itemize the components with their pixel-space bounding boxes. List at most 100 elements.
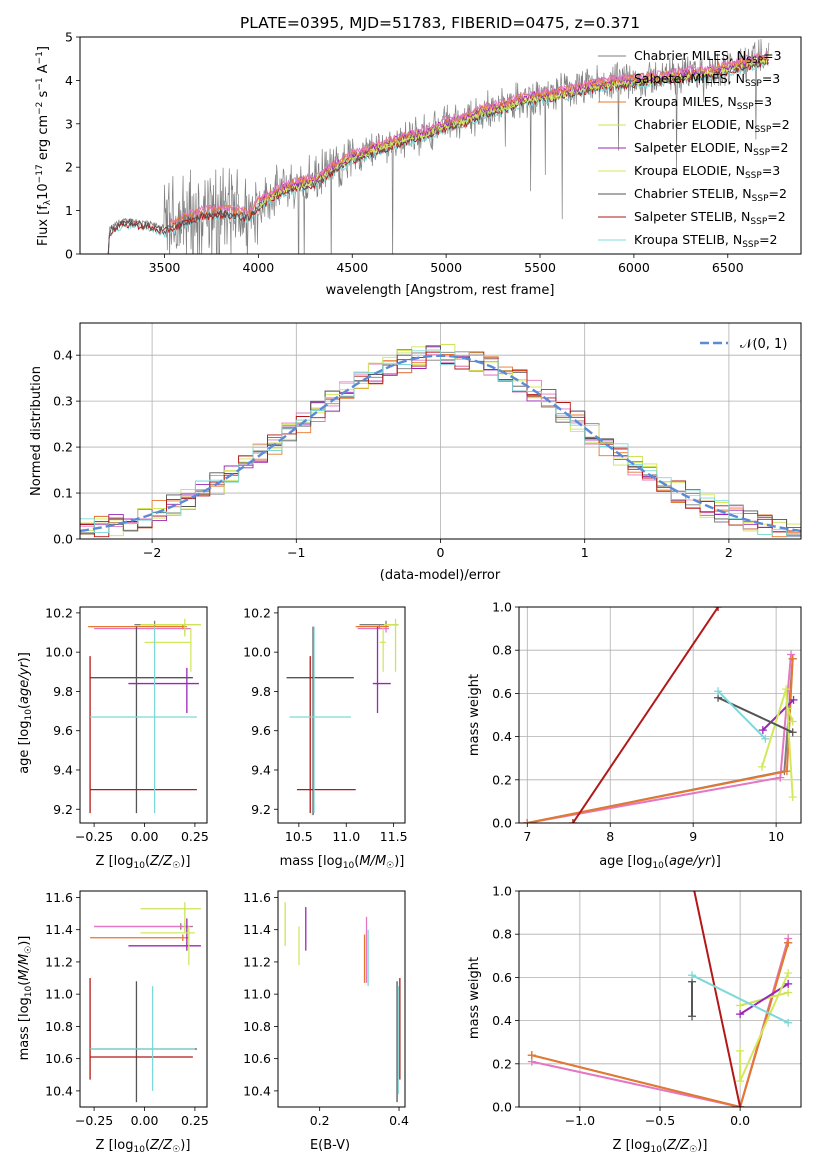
mass-vs-metallicity-panel: −0.25 0.00 0.25 10.4 10.6 10.8 11.0 11.2 11.4 11.… bbox=[45, 890, 209, 1128]
legend-count: =2 bbox=[771, 117, 789, 132]
wage-xlabel: age [log10(age/yr)] bbox=[599, 854, 721, 871]
gaussian-curve bbox=[79, 354, 802, 533]
weight-line bbox=[693, 891, 742, 1107]
mz-xlabel: Z [log10(Z/Z☉)] bbox=[96, 1138, 191, 1155]
spectrum-panel: 3500 4000 4500 5000 5500 6000 6500 0 1 2 3 4 5 Chabr… bbox=[35, 30, 802, 298]
y-tick-label: 0.8 bbox=[492, 643, 512, 658]
spectrum-lines bbox=[107, 38, 770, 254]
y-tick-label: 10.6 bbox=[45, 1051, 73, 1066]
x-tick-label: 4500 bbox=[336, 260, 368, 275]
mass-vs-ebv-panel: 0.2 0.4 10.4 10.6 10.8 11.0 11.2 11.4 11.6 bbox=[243, 890, 409, 1128]
legend-label-text: Chabrier MILES, N bbox=[634, 48, 746, 63]
legend-count: =2 bbox=[770, 140, 788, 155]
age-vs-mass-panel: 10.5 11.0 11.5 9.2 9.4 9.6 9.8 10.0 10.2 bbox=[243, 605, 407, 844]
weight-vs-age-panel: 7 8 9 10 0.0 0.2 0.4 0.6 0.8 1.0 bbox=[492, 600, 802, 844]
legend-label-text: Salpeter MILES, N bbox=[634, 71, 745, 86]
y-tick-label: 0 bbox=[65, 247, 73, 262]
y-tick-label: 9.6 bbox=[251, 723, 271, 738]
mz-ylabel: mass [log10(M/M☉)] bbox=[17, 936, 34, 1061]
legend-label: Salpeter ELODIE, NSSP=2 bbox=[634, 140, 788, 158]
x-tick-label: 0.00 bbox=[131, 1113, 159, 1128]
x-tick-label: −0.25 bbox=[75, 829, 113, 844]
y-tick-label: 11.6 bbox=[45, 890, 73, 905]
legend-count: =3 bbox=[754, 94, 772, 109]
x-tick-label: 5500 bbox=[524, 260, 556, 275]
legend-subscript: SSP bbox=[745, 171, 762, 181]
legend-label: 𝒩(0, 1) bbox=[740, 337, 787, 352]
axes-frame bbox=[79, 890, 208, 1108]
legend-label-text: Kroupa MILES, N bbox=[634, 94, 737, 109]
y-tick-label: 0.2 bbox=[492, 1056, 512, 1071]
x-tick-label: 8 bbox=[606, 829, 614, 844]
legend-label-text: Salpeter STELIB, N bbox=[634, 209, 750, 224]
y-tick-label: 1.0 bbox=[492, 600, 512, 615]
agez-xlabel: Z [log10(Z/Z☉)] bbox=[96, 854, 191, 871]
y-tick-label: 11.4 bbox=[243, 922, 271, 937]
legend-count: =2 bbox=[769, 186, 787, 201]
legend-label-text: Kroupa ELODIE, N bbox=[634, 163, 745, 178]
residual-panel: −2 −1 0 1 2 0.0 0.1 0.2 0.3 0.4 𝒩(0, 1) (data-mod… bbox=[29, 322, 802, 583]
legend-count: =3 bbox=[762, 71, 780, 86]
x-tick-label: −2 bbox=[143, 545, 161, 560]
x-tick-label: 0.25 bbox=[181, 829, 209, 844]
y-tick-label: 10.0 bbox=[243, 645, 271, 660]
legend-label: Chabrier MILES, NSSP=3 bbox=[634, 48, 782, 66]
y-tick-label: 11.0 bbox=[45, 987, 73, 1002]
y-tick-label: 2 bbox=[65, 160, 73, 175]
legend-count: =2 bbox=[767, 209, 785, 224]
axes-frame bbox=[518, 890, 802, 1108]
model-spectrum-line bbox=[169, 52, 769, 227]
model-spectrum-line bbox=[258, 56, 770, 209]
legend-label-text: Chabrier STELIB, N bbox=[634, 186, 752, 201]
residual-histograms bbox=[79, 344, 802, 538]
x-tick-label: 6000 bbox=[618, 260, 650, 275]
weight-line bbox=[717, 690, 767, 740]
y-tick-label: 11.2 bbox=[45, 954, 73, 969]
y-tick-label: 9.8 bbox=[251, 684, 271, 699]
x-tick-label: 0.2 bbox=[310, 1113, 330, 1128]
weight-line bbox=[527, 654, 792, 823]
legend-subscript: SSP bbox=[753, 148, 770, 158]
x-tick-label: 5000 bbox=[430, 260, 462, 275]
legend-count: =2 bbox=[759, 232, 777, 247]
x-tick-label: −1.0 bbox=[565, 1113, 595, 1128]
y-tick-label: 0.6 bbox=[492, 686, 512, 701]
observed-spectrum-line bbox=[108, 38, 770, 254]
x-tick-label: 10.5 bbox=[285, 829, 313, 844]
model-spectrum-line bbox=[107, 58, 769, 254]
y-tick-label: 9.4 bbox=[53, 762, 73, 777]
residual-legend: 𝒩(0, 1) bbox=[700, 337, 787, 352]
y-tick-label: 0.3 bbox=[53, 394, 73, 409]
legend-subscript: SSP bbox=[745, 79, 762, 89]
model-spectrum-line bbox=[169, 50, 769, 225]
y-tick-label: 0.0 bbox=[492, 1100, 512, 1115]
legend-subscript: SSP bbox=[752, 194, 769, 204]
y-tick-label: 10.8 bbox=[45, 1019, 73, 1034]
y-tick-label: 1.0 bbox=[492, 884, 512, 899]
axes-frame bbox=[277, 606, 406, 824]
x-tick-label: −1 bbox=[287, 545, 305, 560]
y-tick-label: 5 bbox=[65, 30, 73, 45]
y-tick-label: 9.6 bbox=[53, 723, 73, 738]
agem-xlabel: mass [log10(M/M☉)] bbox=[280, 854, 405, 871]
x-tick-label: −0.25 bbox=[75, 1113, 113, 1128]
weight-lines bbox=[523, 607, 798, 823]
figure-title: PLATE=0395, MJD=51783, FIBERID=0475, z=0… bbox=[240, 14, 640, 32]
x-tick-label: 10 bbox=[768, 829, 784, 844]
x-tick-label: 9 bbox=[689, 829, 697, 844]
weight-line bbox=[739, 972, 790, 1082]
x-tick-label: 6500 bbox=[712, 260, 744, 275]
y-tick-label: 0.8 bbox=[492, 927, 512, 942]
y-tick-label: 10.2 bbox=[45, 605, 73, 620]
legend-subscript: SSP bbox=[737, 102, 754, 112]
legend-label-text: Chabrier ELODIE, N bbox=[634, 117, 754, 132]
legend-count: =3 bbox=[762, 163, 780, 178]
legend-subscript: SSP bbox=[750, 217, 767, 227]
x-tick-label: 4000 bbox=[242, 260, 274, 275]
x-tick-label: 0.25 bbox=[181, 1113, 209, 1128]
y-tick-label: 10.4 bbox=[243, 1083, 271, 1098]
wz-ylabel: mass weight bbox=[467, 957, 482, 1039]
weight-line bbox=[572, 607, 719, 823]
spectrum-axes: 3500 4000 4500 5000 5500 6000 6500 0 1 2 3 4 5 bbox=[65, 30, 744, 276]
